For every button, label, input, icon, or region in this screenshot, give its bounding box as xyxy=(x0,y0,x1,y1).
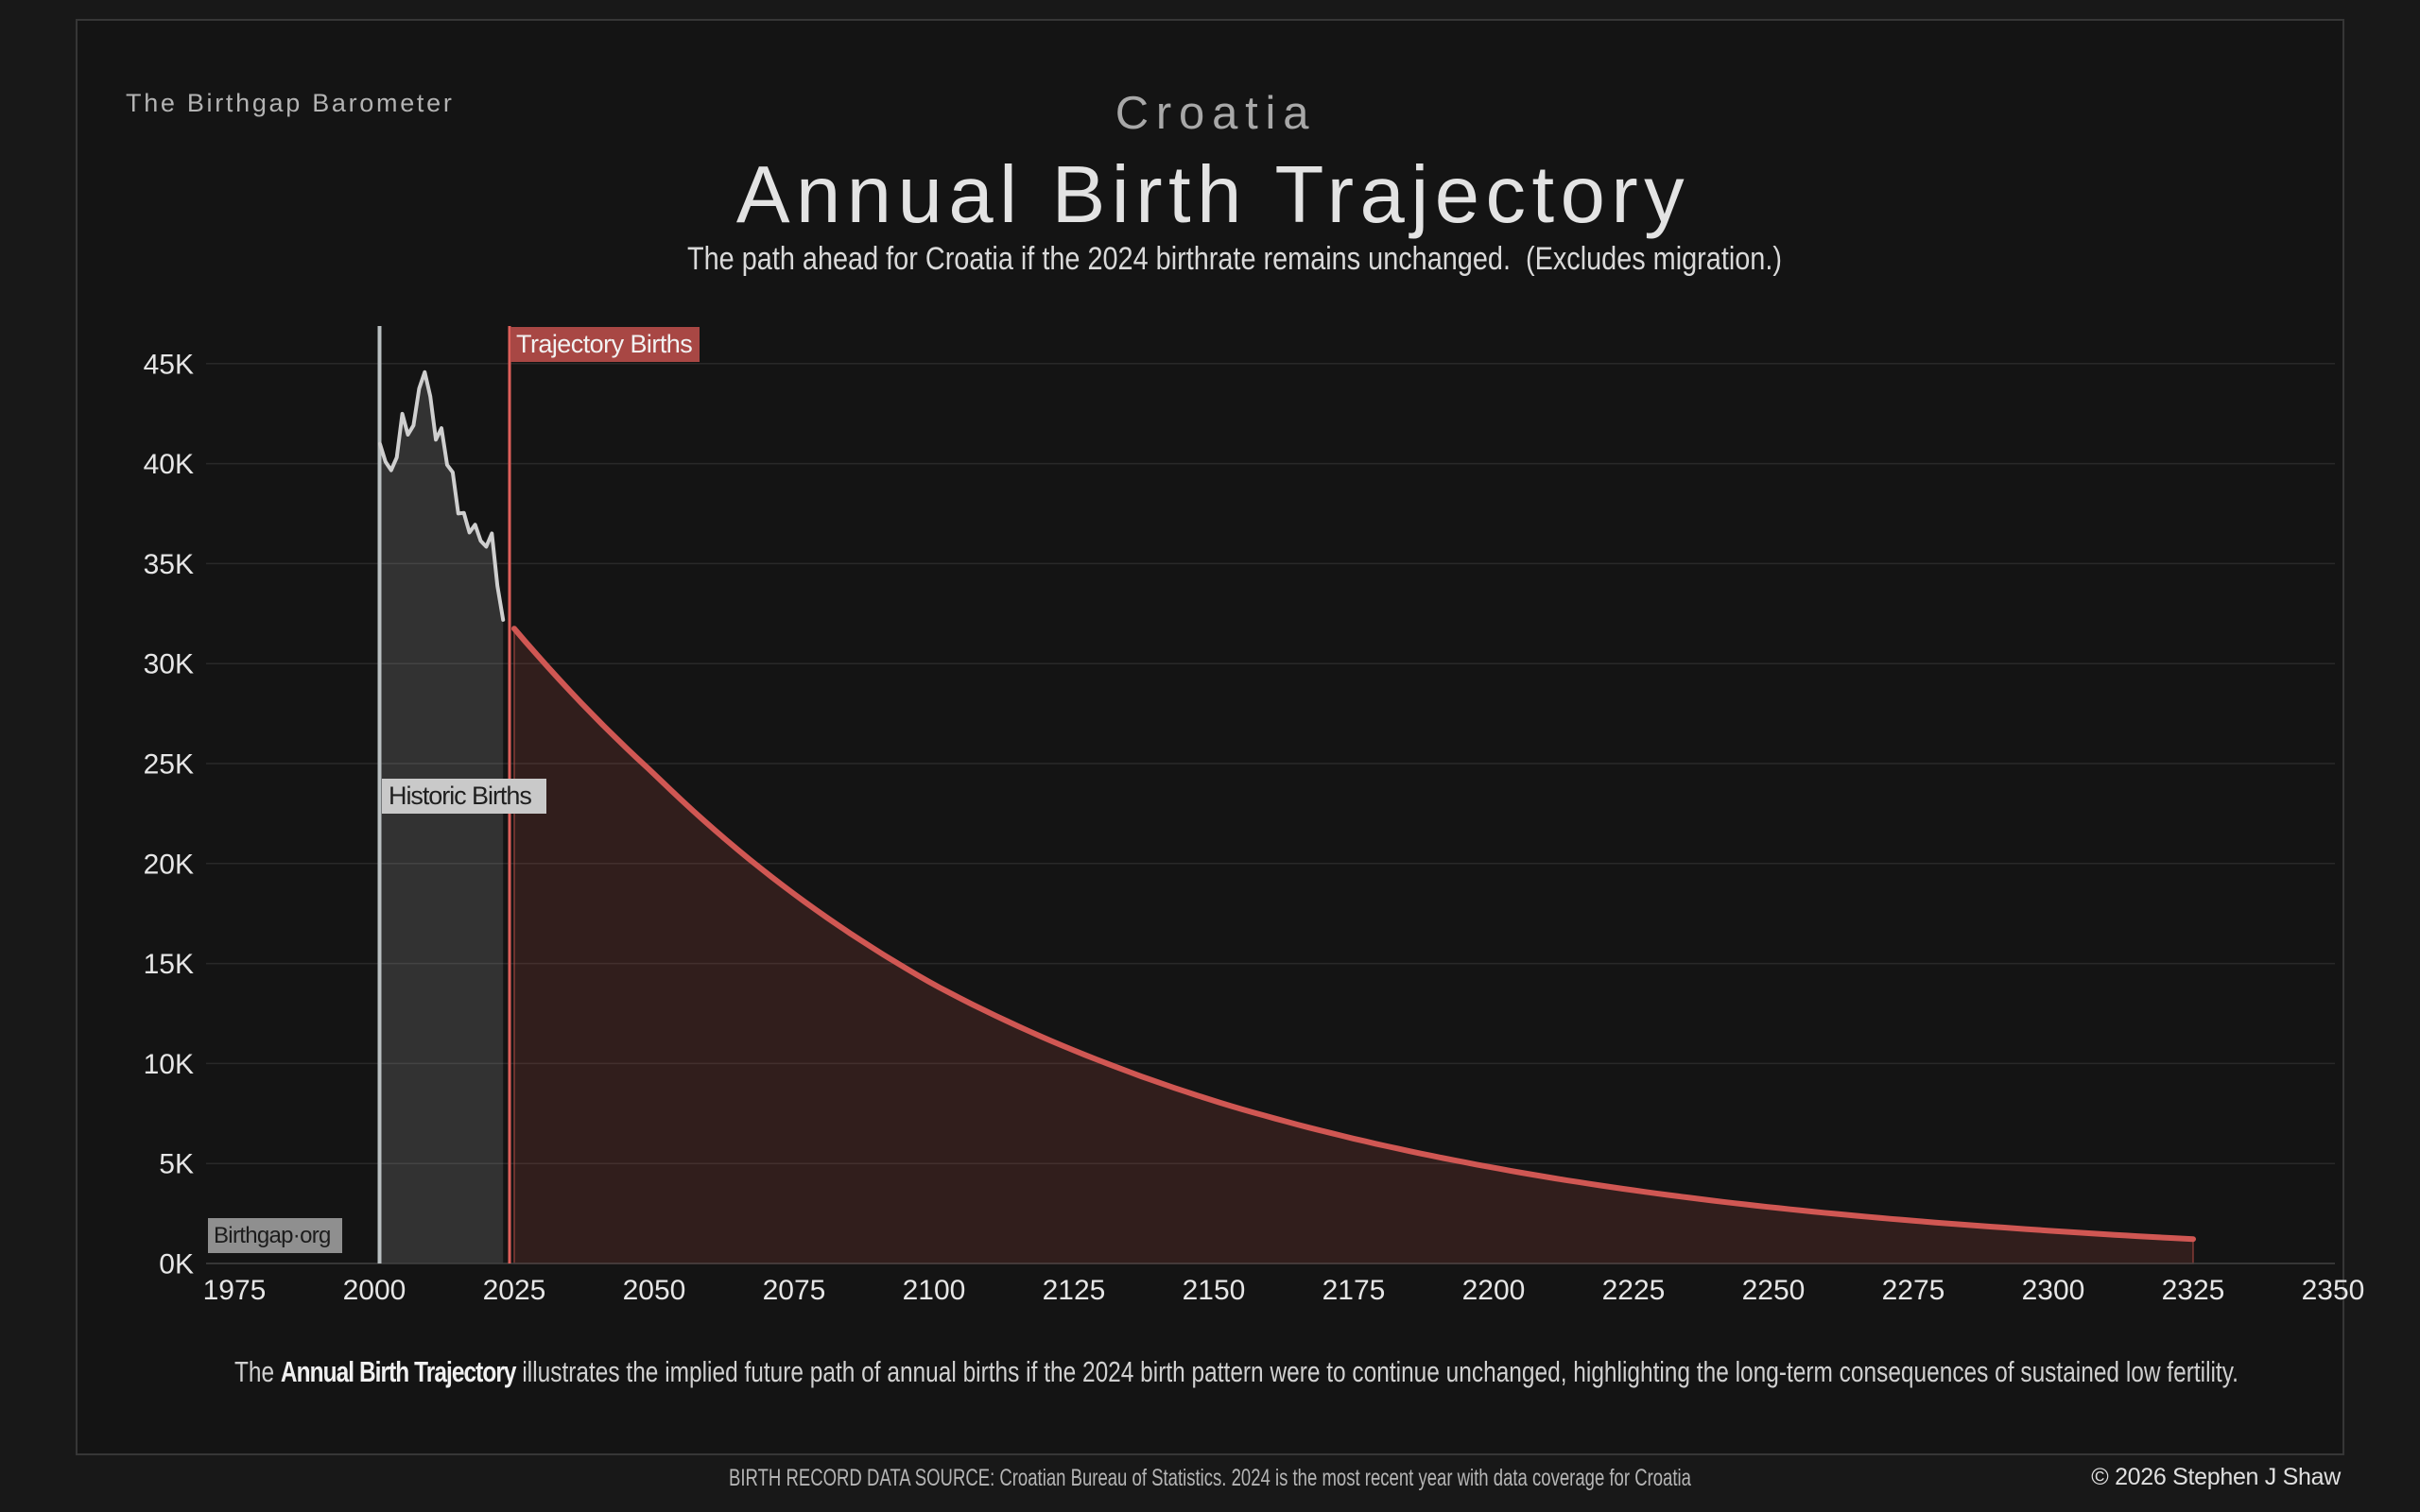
svg-text:2100: 2100 xyxy=(903,1275,966,1306)
svg-text:2150: 2150 xyxy=(1183,1275,1246,1306)
svg-text:5K: 5K xyxy=(159,1149,194,1180)
svg-text:2075: 2075 xyxy=(763,1275,826,1306)
svg-text:2250: 2250 xyxy=(1742,1275,1806,1306)
svg-text:40K: 40K xyxy=(144,449,194,480)
svg-text:1975: 1975 xyxy=(203,1275,267,1306)
svg-text:2175: 2175 xyxy=(1322,1275,1386,1306)
svg-text:2350: 2350 xyxy=(2302,1275,2365,1306)
svg-text:45K: 45K xyxy=(144,349,194,380)
svg-text:2225: 2225 xyxy=(1602,1275,1666,1306)
svg-text:35K: 35K xyxy=(144,549,194,580)
svg-text:2200: 2200 xyxy=(1462,1275,1526,1306)
svg-text:30K: 30K xyxy=(144,649,194,680)
svg-text:2325: 2325 xyxy=(2162,1275,2225,1306)
svg-text:0K: 0K xyxy=(159,1249,194,1280)
svg-text:15K: 15K xyxy=(144,949,194,980)
svg-text:2000: 2000 xyxy=(343,1275,406,1306)
svg-text:2050: 2050 xyxy=(623,1275,686,1306)
svg-text:2125: 2125 xyxy=(1043,1275,1106,1306)
svg-text:25K: 25K xyxy=(144,749,194,781)
svg-text:2275: 2275 xyxy=(1882,1275,1945,1306)
svg-text:10K: 10K xyxy=(144,1049,194,1080)
svg-text:20K: 20K xyxy=(144,849,194,880)
svg-text:2300: 2300 xyxy=(2022,1275,2085,1306)
svg-text:2025: 2025 xyxy=(483,1275,546,1306)
